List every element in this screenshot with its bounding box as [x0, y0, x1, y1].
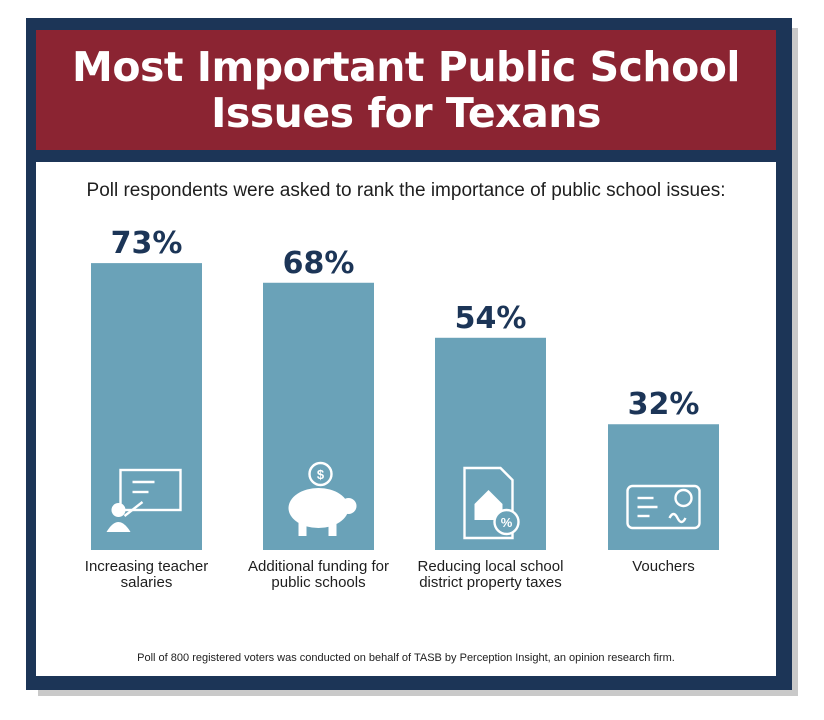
- check-icon: [626, 484, 701, 530]
- page-title: Most Important Public School Issues for …: [72, 43, 740, 137]
- svg-text:%: %: [501, 515, 513, 530]
- title-banner: Most Important Public School Issues for …: [36, 30, 776, 150]
- bar-value-label-1: 73%: [111, 226, 183, 261]
- piggy-bank-icon: $: [288, 461, 357, 536]
- property-tax-icon: %: [463, 466, 520, 540]
- teacher-presentation-icon: [106, 468, 182, 532]
- bar-1: [91, 263, 202, 550]
- category-label-4: Vouchers: [632, 558, 695, 575]
- chart-panel: Poll respondents were asked to rank the …: [36, 162, 776, 676]
- bar-value-label-4: 32%: [628, 387, 700, 422]
- category-label-2: Additional funding for public schools: [248, 558, 389, 591]
- category-label-3: Reducing local school district property …: [417, 558, 564, 591]
- category-label-1: Increasing teacher salaries: [84, 558, 209, 591]
- bar-value-label-2: 68%: [283, 246, 355, 281]
- svg-text:$: $: [317, 467, 325, 482]
- bar-chart: 73% 68% $54%% 32%: [91, 226, 719, 550]
- footnote: Poll of 800 registered voters was conduc…: [137, 652, 675, 664]
- bar-value-label-3: 54%: [455, 301, 527, 336]
- chart-subtitle: Poll respondents were asked to rank the …: [86, 180, 726, 201]
